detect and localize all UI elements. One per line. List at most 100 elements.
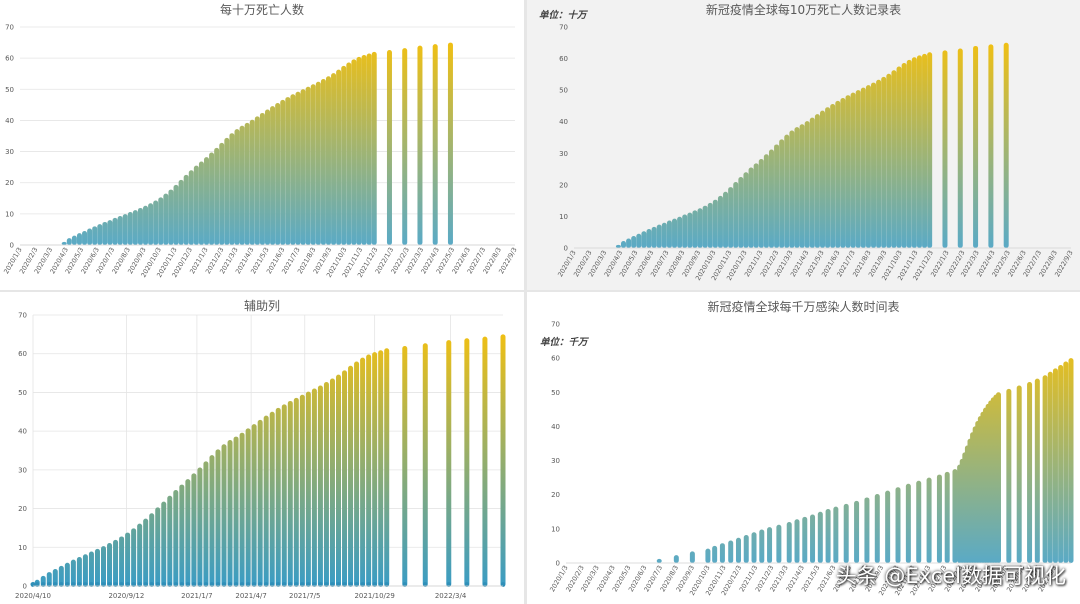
bar: [372, 352, 378, 586]
bar: [101, 546, 106, 586]
bar: [906, 59, 912, 248]
bar: [224, 137, 230, 245]
chart-plot-area: 0102030405060702020/1/32020/2/32020/3/32…: [2, 24, 519, 279]
chart-title: 辅助列: [243, 299, 280, 313]
y-tick-label: 0: [556, 560, 560, 568]
bar: [864, 497, 870, 563]
bar: [153, 200, 159, 245]
bar: [70, 559, 76, 586]
bar: [163, 193, 169, 245]
bar: [378, 350, 384, 586]
bar: [82, 230, 88, 245]
bar: [52, 568, 58, 586]
bar: [270, 106, 276, 245]
bar: [329, 378, 335, 586]
y-tick-label: 60: [551, 355, 560, 363]
bar: [952, 469, 958, 563]
bar: [843, 503, 849, 563]
bar: [1006, 388, 1012, 563]
bar: [1016, 385, 1022, 563]
bar: [728, 540, 734, 563]
y-tick-label: 10: [551, 525, 560, 533]
bar: [814, 114, 820, 248]
y-tick-label: 50: [551, 389, 560, 397]
bar: [840, 98, 846, 249]
bar: [113, 539, 119, 586]
bar: [656, 224, 662, 248]
bar: [957, 48, 963, 249]
bar: [168, 189, 174, 245]
unit-label: 单位：千万: [540, 337, 588, 348]
bar: [229, 133, 235, 245]
bar: [767, 527, 773, 563]
bar: [673, 555, 679, 563]
bar: [366, 53, 372, 245]
bar: [305, 86, 311, 246]
bar: [158, 197, 164, 245]
bar: [871, 82, 877, 249]
bar: [901, 62, 907, 249]
bar: [820, 110, 825, 249]
bar: [936, 474, 942, 563]
bar: [239, 125, 245, 245]
x-tick-label: 2021/1/7: [181, 592, 212, 600]
bar: [774, 144, 780, 248]
bar: [193, 165, 199, 245]
bar: [112, 217, 118, 245]
bar: [360, 357, 366, 586]
bar: [198, 161, 204, 245]
bar: [254, 116, 260, 245]
bar: [317, 385, 323, 586]
y-tick-label: 50: [18, 389, 27, 397]
bar: [922, 53, 928, 249]
bar: [320, 79, 326, 245]
bar: [916, 480, 922, 563]
bar: [155, 507, 161, 586]
bar: [161, 501, 167, 586]
bar: [143, 518, 149, 586]
bar: [287, 400, 293, 586]
bar: [779, 139, 785, 248]
bar: [119, 536, 125, 586]
y-tick-label: 70: [551, 321, 560, 329]
bar: [886, 73, 892, 249]
x-tick-label: 2021/10/29: [354, 592, 394, 600]
bar: [173, 489, 179, 586]
chart-panel-deaths-per-100k: 每十万死亡人数 0 10 20 30 40 50 60 70 2020/1/3 2020/2/3 2…: [0, 0, 524, 290]
bar: [482, 336, 488, 586]
bar: [784, 134, 790, 248]
bar: [446, 340, 452, 586]
y-tick-label: 60: [5, 55, 14, 63]
bar: [356, 56, 362, 246]
chart-title: 每十万死亡人数: [219, 3, 304, 17]
bar: [988, 44, 994, 248]
bar: [265, 109, 270, 246]
bar: [61, 241, 67, 245]
bar: [107, 220, 113, 245]
x-tick-label: 2021/7/5: [289, 592, 320, 600]
chart-panel-helper-column: 辅助列 0 10 20 30 40 50 60 70 2020/4/10 2020/9/12 202…: [0, 292, 524, 604]
bar: [895, 487, 901, 563]
bar: [178, 179, 184, 245]
bar: [786, 522, 792, 563]
chart-title: 新冠疫情全球每10万死亡人数记录表: [705, 3, 902, 17]
y-tick-label: 40: [18, 428, 27, 436]
bar: [723, 191, 729, 248]
bar: [280, 99, 286, 245]
bar: [290, 94, 296, 245]
y-tick-label: 30: [18, 466, 27, 474]
bar: [830, 104, 836, 248]
bar: [825, 107, 831, 248]
y-tick-label: 20: [5, 179, 14, 187]
chart-plot-area: 0102030405060702020/1/32020/2/32020/3/32…: [556, 24, 1075, 282]
bar: [885, 490, 891, 563]
bar: [310, 84, 316, 245]
bar: [631, 236, 637, 248]
bar: [1047, 371, 1053, 563]
bar: [107, 543, 113, 586]
bar: [738, 176, 744, 248]
bar: [315, 81, 321, 245]
bar: [809, 117, 815, 248]
bar: [753, 163, 759, 248]
y-tick-label: 30: [559, 150, 568, 158]
